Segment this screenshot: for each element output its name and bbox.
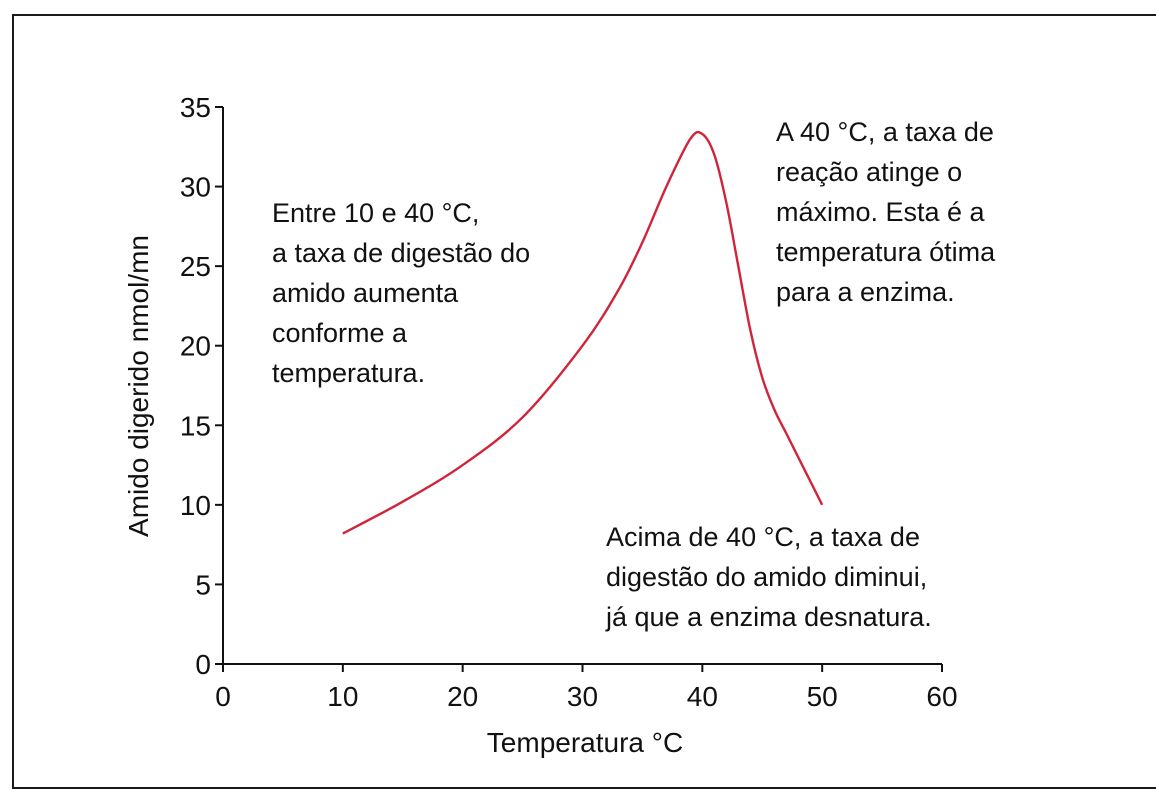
annotation-left-line-1: Entre 10 e 40 °C, (272, 198, 479, 228)
x-tick-label: 50 (807, 681, 838, 712)
x-tick-label: 30 (567, 681, 598, 712)
annotation-bottom-right-line-2: digestão do amido diminui, (606, 562, 927, 592)
y-tick-label: 25 (180, 251, 211, 282)
annotation-left: Entre 10 e 40 °C, a taxa de digestão do … (272, 198, 530, 388)
y-tick-label: 5 (195, 569, 211, 600)
x-axis-label: Temperatura °C (487, 727, 683, 758)
y-tick-label: 10 (180, 490, 211, 521)
chart-frame (12, 14, 1156, 789)
annotation-bottom-right: Acima de 40 °C, a taxa de digestão do am… (605, 522, 932, 632)
x-tick-label: 10 (327, 681, 358, 712)
annotation-top-right-line-1: A 40 °C, a taxa de (776, 117, 994, 147)
annotation-bottom-right-line-1: Acima de 40 °C, a taxa de (606, 522, 920, 552)
annotation-left-line-4: conforme a (272, 318, 408, 348)
annotation-left-line-3: amido aumenta (272, 278, 459, 308)
x-tick-label: 40 (687, 681, 718, 712)
annotation-bottom-right-line-3: já que a enzima desnatura. (605, 602, 932, 632)
y-tick-label: 20 (180, 331, 211, 362)
annotation-top-right-line-2: reação atinge o (776, 157, 962, 187)
annotation-top-right: A 40 °C, a taxa de reação atinge o máxim… (776, 117, 996, 307)
annotation-top-right-line-3: máximo. Esta é a (776, 197, 986, 227)
annotation-left-line-5: temperatura. (272, 358, 425, 388)
y-tick-label: 0 (195, 649, 211, 680)
x-ticks-group: 0 10 20 30 40 50 60 (215, 664, 958, 712)
temperature-curve (342, 130, 824, 535)
y-ticks-group: 0 5 10 15 20 25 30 35 (180, 92, 223, 680)
x-tick-label: 60 (926, 681, 957, 712)
x-tick-label: 20 (447, 681, 478, 712)
annotation-left-line-2: a taxa de digestão do (272, 238, 530, 268)
annotation-top-right-line-5: para a enzima. (776, 277, 955, 307)
annotation-top-right-line-4: temperatura ótima (776, 237, 996, 267)
y-axis-label: Amido digerido nmol/mn (123, 235, 154, 537)
x-tick-label: 0 (215, 681, 231, 712)
y-tick-label: 30 (180, 172, 211, 203)
y-tick-label: 15 (180, 410, 211, 441)
y-tick-label: 35 (180, 92, 211, 123)
